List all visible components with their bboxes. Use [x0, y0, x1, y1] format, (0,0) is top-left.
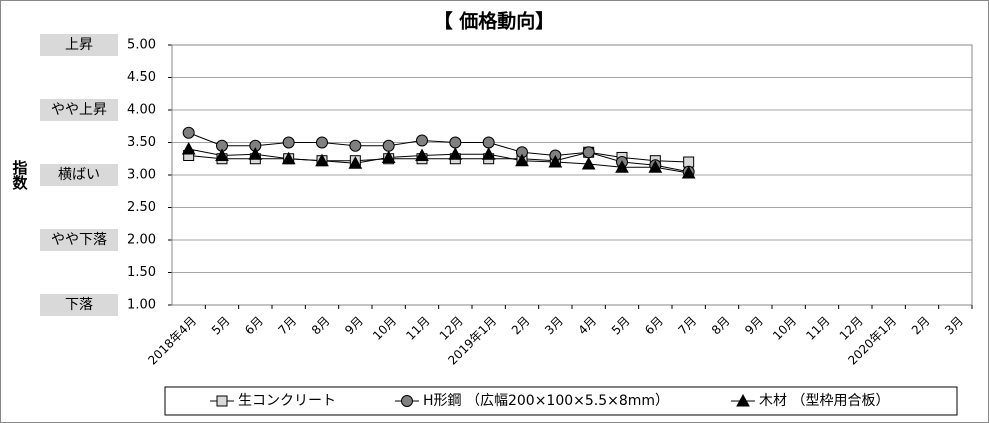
- data-point: [681, 166, 696, 179]
- level-label: 上昇: [65, 37, 93, 53]
- level-label: 横ばい: [58, 167, 100, 183]
- data-point: [615, 160, 629, 173]
- data-point: [581, 156, 596, 170]
- legend-marker: [736, 393, 750, 407]
- level-box: [40, 229, 118, 251]
- data-point: [215, 148, 229, 161]
- data-point: [316, 136, 328, 149]
- series-line: [188, 132, 689, 173]
- data-point: [449, 136, 462, 149]
- legend-marker: [216, 395, 228, 407]
- y-tick-label: 1.00: [127, 298, 156, 313]
- data-point: [582, 146, 595, 159]
- level-box: [40, 34, 118, 56]
- y-tick-label: 1.50: [127, 265, 156, 280]
- data-point: [382, 139, 395, 152]
- data-point: [281, 151, 296, 165]
- data-point: [548, 154, 563, 168]
- data-point: [648, 160, 663, 173]
- data-point: [181, 141, 196, 155]
- legend-label: H形鋼 （広幅200×100×5.5×8mm）: [423, 393, 669, 409]
- level-box: [40, 164, 118, 186]
- data-point: [182, 126, 195, 139]
- y-tick-label: 2.50: [127, 200, 156, 215]
- data-point: [683, 156, 695, 168]
- y-tick-label: 4.50: [127, 70, 156, 85]
- data-point: [482, 136, 495, 149]
- legend-label: 生コンクリート: [238, 393, 336, 409]
- data-point: [481, 147, 496, 160]
- data-point: [515, 153, 529, 167]
- y-tick-label: 2.00: [127, 233, 156, 248]
- data-point: [348, 156, 363, 169]
- y-axis-label: 指数: [11, 159, 29, 191]
- series-line: [188, 151, 689, 163]
- legend-label: 木材 （型枠用合板）: [759, 393, 889, 409]
- chart-title: 【 価格動向】: [434, 10, 555, 33]
- y-tick-label: 4.00: [127, 103, 156, 118]
- legend-marker: [401, 395, 413, 407]
- y-tick-label: 3.50: [127, 135, 156, 150]
- legend-box: [164, 386, 958, 416]
- level-label: やや下落: [51, 232, 107, 248]
- data-point: [248, 147, 263, 160]
- data-point: [282, 136, 295, 149]
- y-tick-label: 5.00: [127, 38, 156, 53]
- level-box: [40, 294, 118, 316]
- data-point: [381, 150, 396, 163]
- data-point: [315, 153, 329, 167]
- y-tick-label: 3.00: [127, 168, 156, 183]
- data-point: [416, 134, 428, 147]
- level-label: やや上昇: [51, 102, 107, 118]
- level-box: [40, 99, 118, 121]
- data-point: [415, 148, 429, 161]
- data-point: [349, 139, 362, 152]
- series-line: [188, 148, 689, 174]
- level-label: 下落: [65, 297, 93, 313]
- data-point: [448, 147, 463, 160]
